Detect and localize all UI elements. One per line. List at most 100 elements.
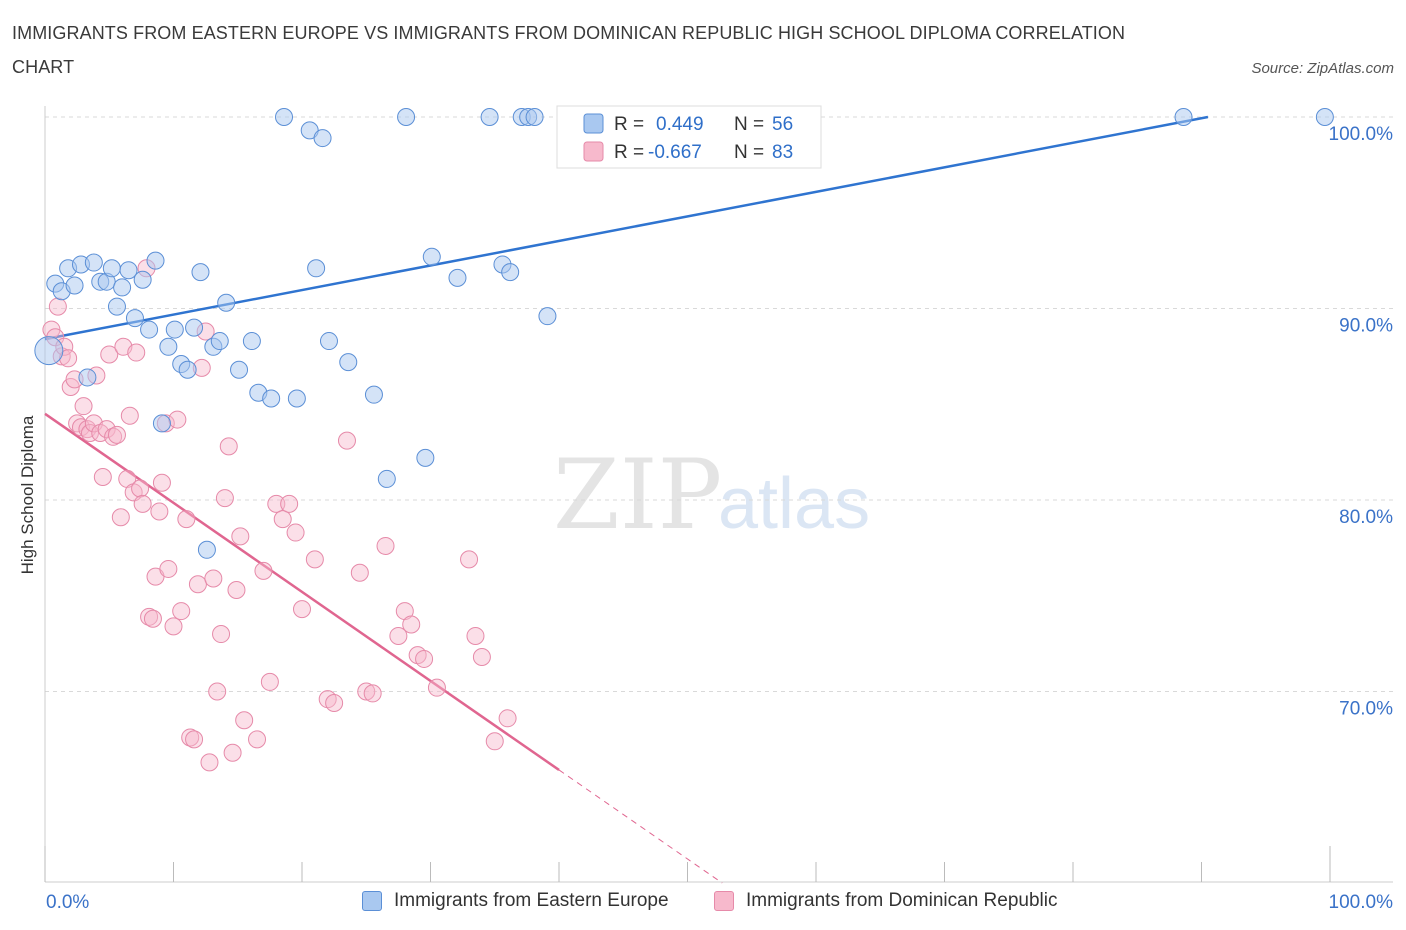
data-point-dominican-republic bbox=[164, 617, 183, 636]
legend-n-label-1: N = bbox=[734, 114, 764, 135]
data-point-eastern-europe bbox=[538, 307, 557, 326]
y-tick-label: 100.0% bbox=[1329, 124, 1394, 145]
legend-r-label-1: R = bbox=[614, 114, 644, 135]
data-point-dominican-republic bbox=[107, 425, 126, 444]
axes bbox=[44, 106, 1393, 883]
watermark: ZIP atlas bbox=[553, 439, 870, 551]
data-point-eastern-europe bbox=[210, 332, 229, 351]
chart-title: IMMIGRANTS FROM EASTERN EUROPE VS IMMIGR… bbox=[12, 23, 1126, 77]
data-point-dominican-republic bbox=[280, 494, 299, 513]
data-point-eastern-europe bbox=[107, 297, 126, 316]
data-point-dominican-republic bbox=[273, 510, 292, 529]
legend-label-eastern-europe: Immigrants from Eastern Europe bbox=[394, 890, 669, 911]
data-point-dominican-republic bbox=[363, 684, 382, 703]
data-point-eastern-europe bbox=[159, 337, 178, 356]
data-point-eastern-europe bbox=[480, 108, 499, 126]
source-label: Source: ZipAtlas.com bbox=[1251, 60, 1394, 77]
legend-r-value-2: -0.667 bbox=[648, 142, 702, 163]
data-point-dominican-republic bbox=[337, 431, 356, 450]
data-point-dominican-republic bbox=[100, 345, 119, 364]
data-point-eastern-europe bbox=[377, 469, 396, 488]
data-point-dominican-republic bbox=[485, 732, 504, 751]
data-point-eastern-europe bbox=[416, 448, 435, 467]
gridlines bbox=[45, 116, 1393, 692]
y-axis-label: High School Diploma bbox=[18, 415, 37, 574]
legend-r-label-2: R = bbox=[614, 142, 644, 163]
data-point-eastern-europe bbox=[422, 247, 441, 266]
data-point-eastern-europe bbox=[448, 268, 467, 287]
data-point-eastern-europe bbox=[275, 108, 294, 126]
y-tick-label: 90.0% bbox=[1339, 316, 1393, 337]
data-point-eastern-europe bbox=[146, 251, 165, 270]
series-dominican-republic-points bbox=[42, 259, 517, 772]
data-point-dominican-republic bbox=[185, 730, 204, 749]
data-point-dominican-republic bbox=[219, 437, 238, 456]
data-point-eastern-europe bbox=[113, 278, 132, 297]
y-tick-labels: 100.0% 90.0% 80.0% 70.0% bbox=[1329, 124, 1394, 720]
data-point-dominican-republic bbox=[350, 563, 369, 582]
data-point-eastern-europe bbox=[397, 108, 416, 126]
data-point-dominican-republic bbox=[177, 510, 196, 529]
data-point-dominican-republic bbox=[204, 569, 223, 588]
data-point-dominican-republic bbox=[325, 693, 344, 712]
data-point-dominican-republic bbox=[376, 536, 395, 555]
legend-n-value-2: 83 bbox=[772, 142, 793, 163]
data-point-dominican-republic bbox=[227, 581, 246, 600]
data-point-dominican-republic bbox=[74, 397, 93, 416]
data-point-eastern-europe bbox=[197, 540, 216, 559]
data-point-dominican-republic bbox=[498, 709, 517, 728]
data-point-dominican-republic bbox=[389, 626, 408, 645]
data-point-dominican-republic bbox=[267, 494, 286, 513]
data-point-dominican-republic bbox=[133, 494, 152, 513]
data-point-eastern-europe bbox=[230, 360, 249, 379]
data-point-eastern-europe bbox=[65, 276, 84, 295]
data-point-dominican-republic bbox=[235, 711, 254, 730]
legend-r-value-1: 0.449 bbox=[656, 114, 704, 135]
data-point-eastern-europe bbox=[307, 259, 326, 278]
data-point-eastern-europe bbox=[102, 259, 121, 278]
data-point-dominican-republic bbox=[143, 609, 162, 628]
data-point-dominican-republic bbox=[254, 561, 273, 580]
data-point-dominican-republic bbox=[93, 468, 112, 487]
data-point-dominican-republic bbox=[97, 420, 116, 439]
data-point-dominican-republic bbox=[212, 625, 231, 644]
x-tick-label: 100.0% bbox=[1329, 892, 1394, 913]
data-point-eastern-europe bbox=[339, 353, 358, 372]
data-point-dominican-republic bbox=[357, 682, 376, 701]
data-point-dominican-republic bbox=[208, 682, 227, 701]
series-eastern-europe-points bbox=[34, 108, 1334, 559]
data-point-eastern-europe bbox=[1174, 108, 1193, 126]
data-point-dominican-republic bbox=[305, 550, 324, 569]
legend-n-label-2: N = bbox=[734, 142, 764, 163]
series-legend: Immigrants from Eastern Europe Immigrant… bbox=[0, 886, 1406, 918]
x-tick-labels: 0.0% 100.0% bbox=[46, 892, 1393, 913]
data-point-dominican-republic bbox=[293, 600, 311, 619]
watermark-zip: ZIP bbox=[553, 439, 722, 551]
trend-lines bbox=[44, 115, 1209, 884]
legend-swatch-dominican-republic bbox=[714, 891, 734, 911]
data-point-eastern-europe bbox=[364, 385, 383, 404]
trend-line-dominican-republic bbox=[44, 412, 560, 771]
data-point-dominican-republic bbox=[248, 730, 267, 749]
data-point-eastern-europe bbox=[217, 293, 236, 312]
data-point-eastern-europe bbox=[501, 263, 520, 282]
data-point-eastern-europe bbox=[34, 336, 64, 366]
data-point-eastern-europe bbox=[125, 309, 144, 328]
data-point-eastern-europe bbox=[262, 389, 281, 408]
data-point-dominican-republic bbox=[286, 523, 305, 542]
legend-n-value-1: 56 bbox=[772, 114, 793, 135]
data-point-dominican-republic bbox=[111, 508, 130, 527]
trend-line-dominican-republic-extension bbox=[558, 769, 723, 884]
legend-swatch-eastern-europe bbox=[362, 891, 382, 911]
data-point-dominican-republic bbox=[402, 615, 421, 634]
data-point-dominican-republic bbox=[48, 297, 67, 316]
data-point-dominican-republic bbox=[150, 502, 169, 521]
data-point-dominican-republic bbox=[466, 626, 485, 645]
data-point-dominican-republic bbox=[200, 753, 219, 772]
watermark-atlas: atlas bbox=[718, 464, 870, 544]
data-point-eastern-europe bbox=[191, 263, 210, 282]
data-point-eastern-europe bbox=[242, 332, 261, 351]
data-point-dominican-republic bbox=[120, 406, 139, 425]
data-point-dominican-republic bbox=[172, 602, 191, 621]
